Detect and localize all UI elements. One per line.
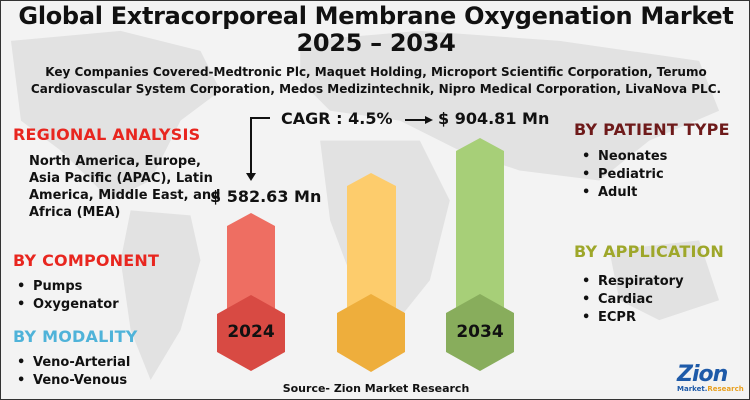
zion-logo-subtitle: Market.Research bbox=[677, 385, 744, 393]
patient-list: Neonates Pediatric Adult bbox=[580, 148, 667, 202]
modality-list: Veno-Arterial Veno-Venous bbox=[15, 354, 130, 390]
regional-text: North America, Europe, Asia Pacific (APA… bbox=[29, 154, 221, 220]
list-item: Veno-Venous bbox=[15, 372, 130, 390]
list-item: Oxygenator bbox=[15, 296, 119, 314]
key-companies: Key Companies Covered-Medtronic Plc, Maq… bbox=[30, 65, 722, 96]
regional-heading: REGIONAL ANALYSIS bbox=[13, 125, 201, 144]
column-2024 bbox=[227, 213, 275, 321]
modality-heading: BY MODALITY bbox=[13, 327, 138, 346]
list-item: Cardiac bbox=[580, 291, 684, 309]
arrow-head-down bbox=[246, 173, 256, 181]
hexagon-2034 bbox=[446, 294, 514, 371]
logo-sub-market: Market. bbox=[677, 385, 708, 393]
application-heading: BY APPLICATION bbox=[574, 242, 725, 261]
year-2024: 2024 bbox=[227, 322, 275, 342]
year-2034: 2034 bbox=[456, 322, 504, 342]
cagr-label: CAGR : 4.5% bbox=[281, 109, 393, 128]
list-item: Pumps bbox=[15, 278, 119, 296]
list-item: ECPR bbox=[580, 309, 684, 327]
column-2034 bbox=[456, 138, 504, 321]
list-item: Veno-Arterial bbox=[15, 354, 130, 372]
hexagon-middle bbox=[337, 294, 405, 372]
application-list: Respiratory Cardiac ECPR bbox=[580, 273, 684, 327]
arrow-head-right bbox=[425, 116, 433, 124]
hexagon-2024 bbox=[217, 295, 285, 371]
list-item: Pediatric bbox=[580, 166, 667, 184]
logo-sub-research: Research bbox=[707, 385, 744, 393]
component-heading: BY COMPONENT bbox=[13, 251, 160, 270]
zion-logo: Zion bbox=[677, 362, 728, 387]
list-item: Adult bbox=[580, 184, 667, 202]
page-title: Global Extracorporeal Membrane Oxygenati… bbox=[18, 2, 734, 57]
list-item: Respiratory bbox=[580, 273, 684, 291]
patient-heading: BY PATIENT TYPE bbox=[574, 120, 730, 139]
list-item: Neonates bbox=[580, 148, 667, 166]
component-list: Pumps Oxygenator bbox=[15, 278, 119, 314]
source-note: Source- Zion Market Research bbox=[282, 382, 470, 395]
column-middle bbox=[347, 173, 396, 321]
cagr-bracket-arrow bbox=[250, 117, 270, 175]
value-2034: $ 904.81 Mn bbox=[438, 109, 550, 128]
value-2024: $ 582.63 Mn bbox=[210, 187, 322, 206]
